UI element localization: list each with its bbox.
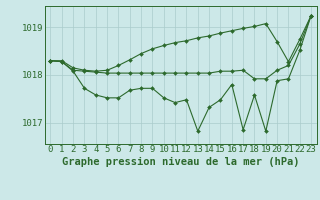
X-axis label: Graphe pression niveau de la mer (hPa): Graphe pression niveau de la mer (hPa) — [62, 157, 300, 167]
